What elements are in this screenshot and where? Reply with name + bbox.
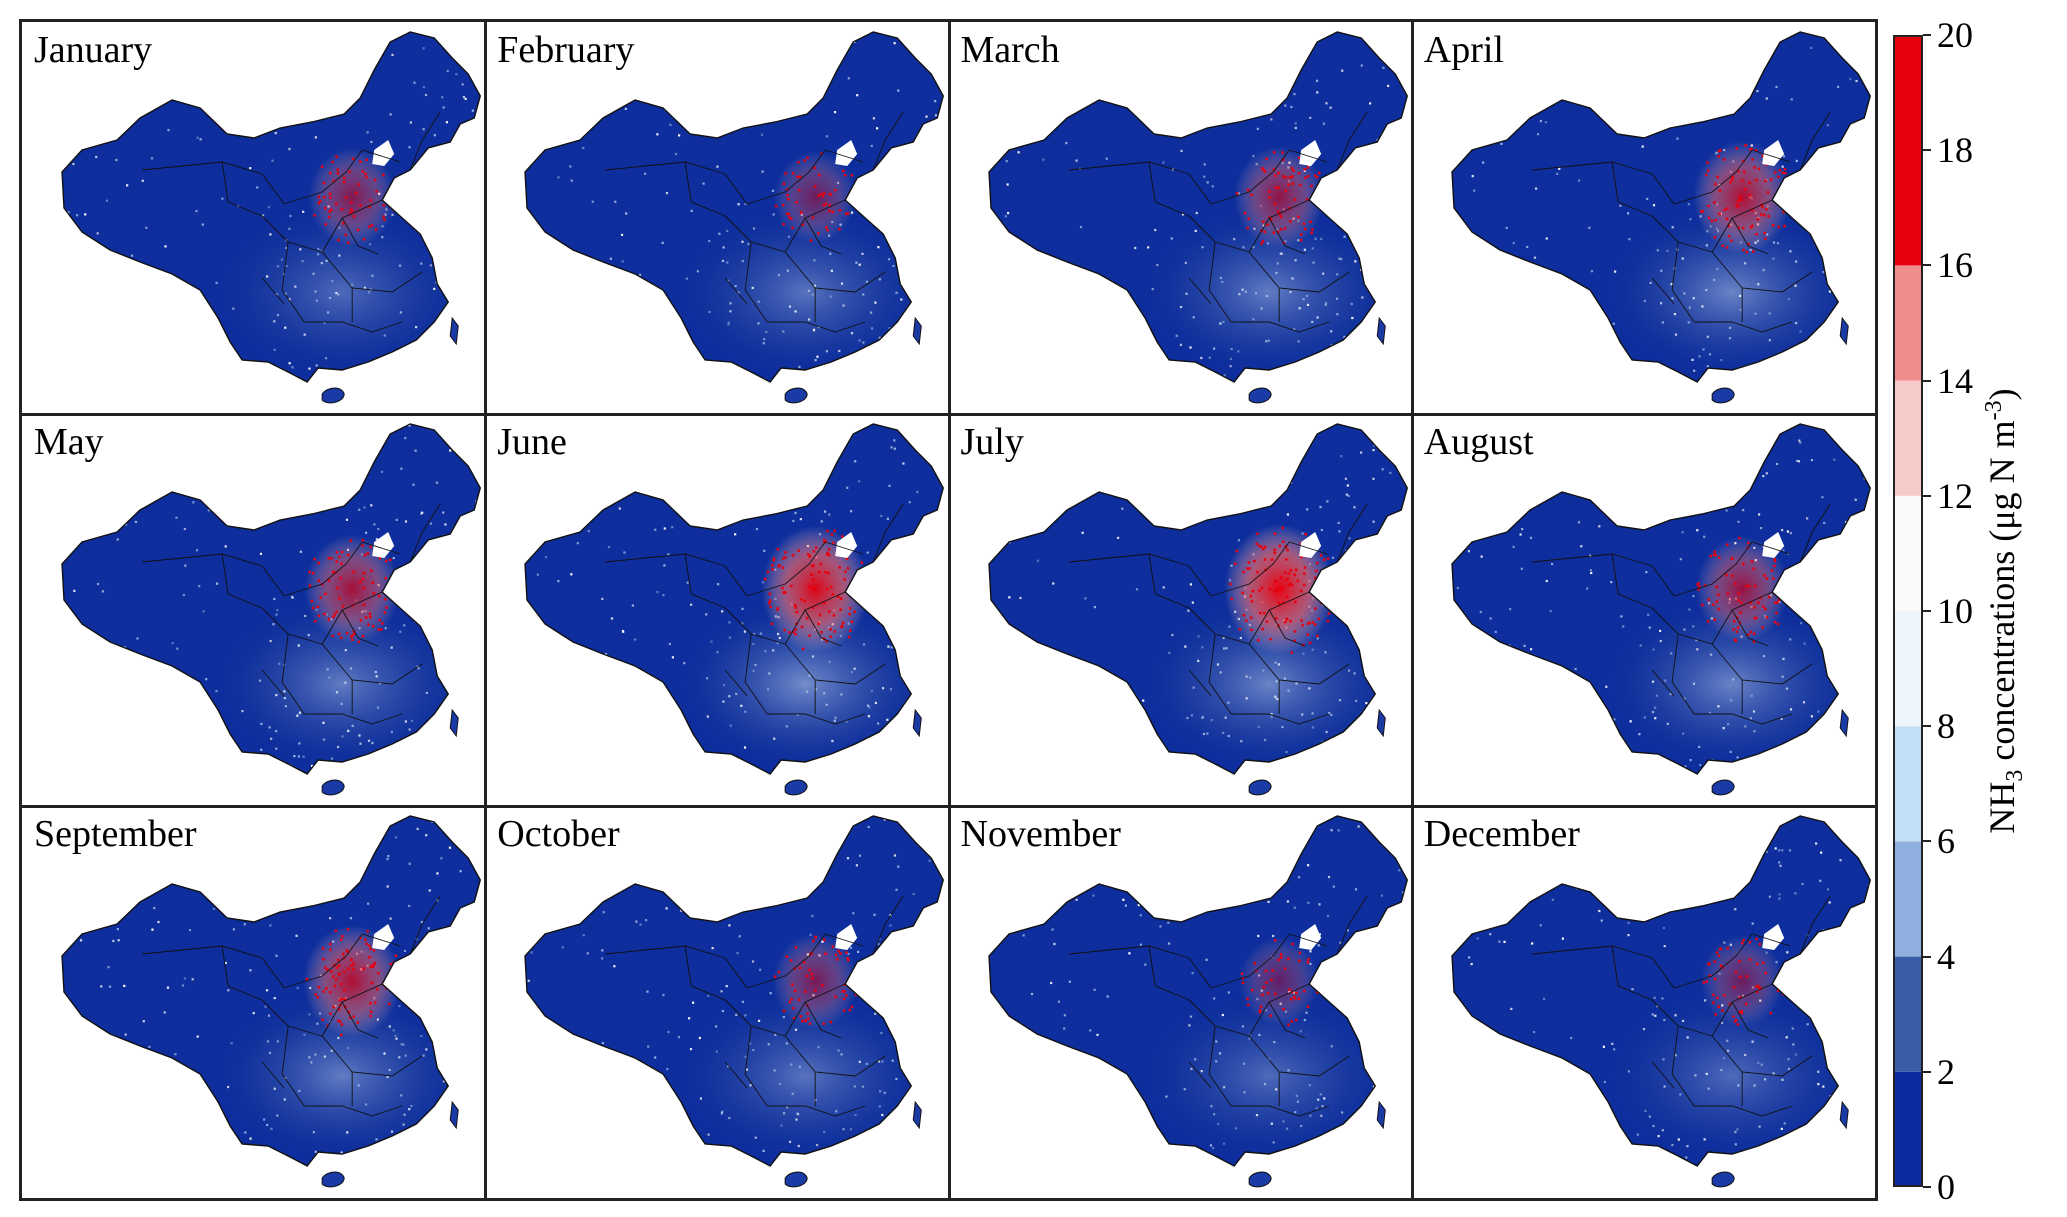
china-map: [1451, 423, 1871, 796]
month-label: February: [497, 29, 635, 71]
colorbar-bin: [1893, 956, 1923, 1072]
month-label: October: [497, 813, 620, 855]
map-panel-december: December: [1412, 806, 1875, 1198]
colorbar-tick: [1923, 840, 1931, 843]
grid-divider: [1410, 22, 1414, 1198]
map-panel-september: September: [22, 806, 485, 1198]
colorbar-tick-label: 12: [1937, 475, 1973, 516]
colorbar-tick-label: 20: [1937, 15, 1973, 55]
map-panel-march: March: [949, 22, 1412, 414]
map-panel-august: August: [1412, 414, 1875, 806]
china-map: [987, 815, 1408, 1188]
month-label: April: [1423, 29, 1504, 71]
colorbar-title: NH3 concentrations (μg N m-3): [1980, 388, 2029, 834]
colorbar-tick: [1923, 34, 1931, 36]
china-map: [1451, 815, 1871, 1188]
colorbar-tick: [1923, 379, 1931, 382]
map-grid: January February March April May June July Augu…: [19, 19, 1878, 1201]
map-panel-may: May: [22, 414, 485, 806]
map-panel-june: June: [485, 414, 948, 806]
month-label: July: [960, 421, 1024, 463]
colorbar-bin: [1893, 35, 1923, 266]
china-map: [987, 31, 1408, 404]
colorbar-tick-label: 8: [1937, 706, 1955, 747]
colorbar-bin: [1893, 726, 1923, 842]
china-map: [61, 423, 481, 796]
grid-divider: [22, 413, 1875, 416]
colorbar-tick: [1923, 264, 1931, 267]
china-map: [61, 815, 481, 1188]
china-map: [61, 31, 481, 404]
map-panel-january: January: [22, 22, 485, 414]
colorbar-bin: [1893, 495, 1923, 611]
colorbar-tick-label: 6: [1937, 821, 1955, 862]
colorbar-tick-label: 0: [1937, 1167, 1955, 1207]
grid-divider: [22, 805, 1875, 808]
grid-divider: [947, 22, 951, 1198]
colorbar-bin: [1893, 265, 1923, 381]
colorbar-tick-label: 14: [1937, 360, 1973, 401]
month-label: September: [34, 813, 197, 855]
colorbar-bin: [1893, 841, 1923, 957]
map-panel-february: February: [485, 22, 948, 414]
month-label: August: [1423, 421, 1534, 463]
colorbar-tick: [1923, 1070, 1931, 1073]
colorbar-frame: [1893, 35, 1923, 1187]
colorbar-tick-label: 4: [1937, 936, 1955, 977]
colorbar-bin: [1893, 1071, 1923, 1187]
colorbar-tick-label: 18: [1937, 130, 1973, 171]
colorbar-tick: [1923, 149, 1931, 152]
colorbar-tick-label: 10: [1937, 591, 1973, 631]
china-map: [524, 815, 945, 1188]
month-label: May: [34, 421, 104, 463]
china-map: [524, 31, 945, 404]
map-panel-july: July: [949, 414, 1412, 806]
china-map: [1451, 31, 1871, 404]
colorbar-tick: [1923, 494, 1931, 497]
month-label: December: [1423, 813, 1580, 855]
colorbar-tick-label: 2: [1937, 1051, 1955, 1092]
colorbar: [1893, 35, 1923, 1187]
colorbar-tick: [1923, 610, 1931, 612]
china-map: [524, 423, 945, 796]
grid-divider: [484, 22, 488, 1198]
colorbar-tick-label: 16: [1937, 245, 1973, 286]
colorbar-bin: [1893, 611, 1923, 727]
month-label: June: [497, 421, 567, 463]
colorbar-tick: [1923, 1186, 1931, 1188]
colorbar-tick: [1923, 955, 1931, 958]
map-panel-april: April: [1412, 22, 1875, 414]
map-panel-november: November: [949, 806, 1412, 1198]
china-map: [987, 423, 1408, 796]
month-label: March: [960, 29, 1060, 71]
month-label: November: [960, 813, 1121, 855]
map-panel-october: October: [485, 806, 948, 1198]
colorbar-tick: [1923, 725, 1931, 728]
month-label: January: [34, 29, 153, 71]
colorbar-bin: [1893, 380, 1923, 496]
